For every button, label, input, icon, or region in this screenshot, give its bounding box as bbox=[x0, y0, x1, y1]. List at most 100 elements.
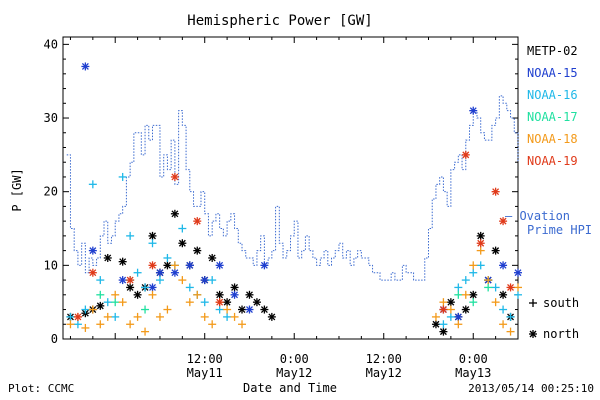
star-marker bbox=[193, 217, 202, 226]
star-marker bbox=[238, 305, 247, 314]
x-tick-time: 0:00 bbox=[459, 352, 488, 366]
plus-marker bbox=[454, 320, 463, 329]
series-noaa-16 bbox=[66, 172, 522, 329]
series-noaa-18 bbox=[66, 246, 522, 336]
plus-marker bbox=[170, 261, 179, 270]
plus-marker bbox=[185, 298, 194, 307]
plus-marker bbox=[514, 290, 522, 299]
star-marker bbox=[431, 320, 440, 329]
plus-marker bbox=[454, 290, 463, 299]
plus-marker bbox=[133, 268, 142, 277]
plus-marker bbox=[208, 276, 217, 285]
footer-credit: Plot: CCMC bbox=[8, 382, 74, 395]
plus-marker bbox=[215, 305, 224, 314]
plus-marker bbox=[469, 298, 478, 307]
series-noaa-19 bbox=[73, 150, 515, 321]
plus-marker bbox=[454, 283, 463, 292]
star-marker bbox=[193, 246, 202, 255]
x-tick-time: 12:00 bbox=[366, 352, 402, 366]
y-axis-label: P [GW] bbox=[10, 168, 24, 211]
plus-marker bbox=[514, 283, 522, 292]
star-marker bbox=[215, 298, 224, 307]
star-marker bbox=[499, 290, 508, 299]
y-tick-label: 0 bbox=[51, 332, 58, 346]
legend-item: NOAA-18 bbox=[527, 132, 578, 146]
plus-marker bbox=[103, 312, 112, 321]
plus-marker bbox=[200, 312, 209, 321]
plus-marker bbox=[141, 327, 150, 336]
star-marker bbox=[260, 305, 269, 314]
legend-item: NOAA-19 bbox=[527, 154, 578, 168]
plus-marker bbox=[111, 312, 120, 321]
x-axis-label: Date and Time bbox=[243, 381, 337, 395]
star-marker bbox=[476, 239, 485, 248]
plus-marker bbox=[118, 298, 127, 307]
star-marker bbox=[529, 330, 537, 338]
star-marker bbox=[439, 327, 448, 336]
star-marker bbox=[148, 231, 157, 240]
star-marker bbox=[81, 62, 90, 71]
marker-legend-label: north bbox=[543, 327, 579, 341]
plus-marker bbox=[163, 253, 172, 262]
plus-marker bbox=[223, 312, 232, 321]
plus-marker bbox=[96, 290, 105, 299]
plus-marker bbox=[185, 283, 194, 292]
star-marker bbox=[491, 187, 500, 196]
star-marker bbox=[446, 298, 455, 307]
star-marker bbox=[178, 239, 187, 248]
y-tick-label: 10 bbox=[44, 258, 58, 272]
plus-marker bbox=[163, 305, 172, 314]
star-marker bbox=[230, 290, 239, 299]
plus-marker bbox=[431, 312, 440, 321]
star-marker bbox=[506, 283, 515, 292]
star-marker bbox=[260, 261, 269, 270]
star-marker bbox=[88, 268, 97, 277]
legend-item: NOAA-16 bbox=[527, 88, 578, 102]
star-marker bbox=[499, 217, 508, 226]
ovation-legend-line: Prime HPI bbox=[527, 223, 592, 237]
star-marker bbox=[170, 172, 179, 181]
star-marker bbox=[245, 305, 254, 314]
marker-legend-label: south bbox=[543, 296, 579, 310]
ovation-hpi-line bbox=[66, 95, 519, 281]
star-marker bbox=[126, 276, 135, 285]
plus-marker bbox=[193, 290, 202, 299]
plus-marker bbox=[155, 276, 164, 285]
plus-marker bbox=[469, 261, 478, 270]
plus-marker bbox=[141, 283, 150, 292]
footer-timestamp: 2013/05/14 00:25:10 bbox=[468, 382, 594, 395]
star-marker bbox=[163, 261, 172, 270]
plus-marker bbox=[223, 305, 232, 314]
x-tick-time: 0:00 bbox=[280, 352, 309, 366]
plus-marker bbox=[446, 312, 455, 321]
plus-marker bbox=[461, 276, 470, 285]
star-marker bbox=[439, 305, 448, 314]
plus-marker bbox=[81, 323, 90, 332]
star-marker bbox=[215, 290, 224, 299]
plus-marker bbox=[96, 320, 105, 329]
star-marker bbox=[103, 253, 112, 262]
plus-marker bbox=[200, 298, 209, 307]
x-tick-date: May13 bbox=[455, 366, 491, 380]
star-marker bbox=[267, 312, 276, 321]
star-marker bbox=[200, 276, 209, 285]
x-tick-time: 12:00 bbox=[187, 352, 223, 366]
star-marker bbox=[170, 209, 179, 218]
plot-area bbox=[62, 36, 519, 340]
star-marker bbox=[118, 276, 127, 285]
plus-marker bbox=[133, 312, 142, 321]
plus-marker bbox=[148, 239, 157, 248]
plus-marker bbox=[446, 305, 455, 314]
star-marker bbox=[118, 257, 127, 266]
plus-marker bbox=[484, 283, 493, 292]
plus-marker bbox=[96, 276, 105, 285]
plus-marker bbox=[499, 320, 508, 329]
plus-marker bbox=[81, 305, 90, 314]
plus-marker bbox=[126, 231, 135, 240]
star-marker bbox=[461, 305, 470, 314]
star-marker bbox=[185, 261, 194, 270]
plus-marker bbox=[439, 298, 448, 307]
